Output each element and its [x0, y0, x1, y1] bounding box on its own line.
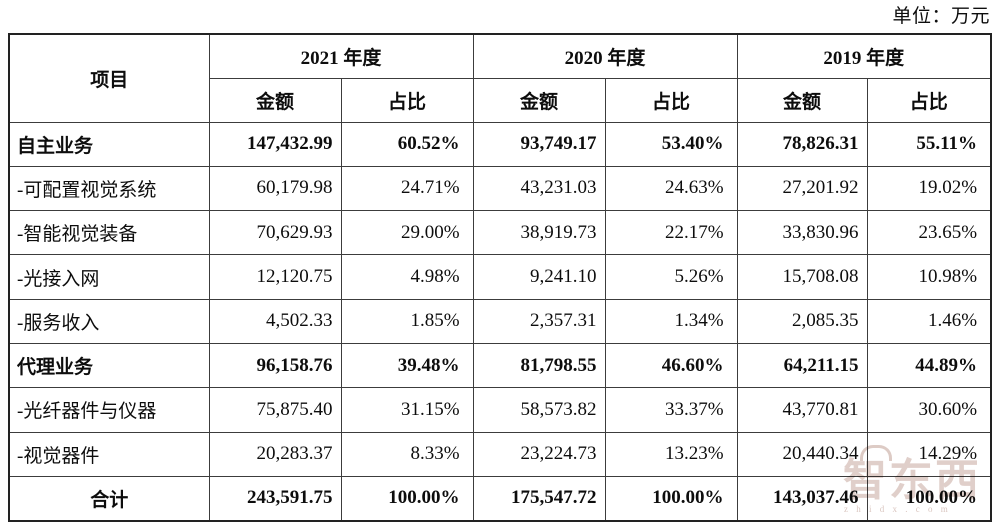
- table-row: -光接入网 12,120.75 4.98% 9,241.10 5.26% 15,708.0…: [8, 254, 992, 300]
- share-cell: 1.34%: [604, 298, 738, 344]
- share-cell: 39.48%: [340, 342, 474, 389]
- table-row: -可配置视觉系统 60,179.98 24.71% 43,231.03 24.63% 27…: [8, 165, 992, 212]
- amount-cell: 58,573.82: [472, 387, 606, 433]
- row-label: -光接入网: [8, 254, 210, 300]
- header-row-subcols: 金额 占比 金额 占比 金额 占比: [9, 77, 992, 123]
- header-year-2021: 2021 年度: [208, 33, 474, 79]
- share-cell: 14.29%: [866, 431, 992, 477]
- amount-cell: 96,158.76: [208, 342, 342, 389]
- total-row: 合计 243,591.75 100.00% 175,547.72 100.00% 143,…: [8, 475, 992, 522]
- amount-cell: 143,037.46: [736, 475, 868, 522]
- amount-cell: 243,591.75: [208, 475, 342, 522]
- revenue-breakdown-table: 项目 2021 年度 2020 年度 2019 年度 金额 占比 金额 占比 金…: [8, 33, 993, 522]
- row-label: -服务收入: [8, 298, 210, 344]
- table-row: -视觉器件 20,283.37 8.33% 23,224.73 13.23% 20,440…: [8, 431, 992, 477]
- share-cell: 30.60%: [866, 387, 992, 433]
- header-share-2019: 占比: [866, 77, 992, 123]
- share-cell: 24.63%: [604, 165, 738, 212]
- amount-cell: 78,826.31: [736, 121, 868, 167]
- share-cell: 1.85%: [340, 298, 474, 344]
- share-cell: 1.46%: [866, 298, 992, 344]
- amount-cell: 93,749.17: [472, 121, 606, 167]
- header-year-2019: 2019 年度: [736, 33, 992, 79]
- amount-cell: 75,875.40: [208, 387, 342, 433]
- share-cell: 46.60%: [604, 342, 738, 389]
- amount-cell: 64,211.15: [736, 342, 868, 389]
- amount-cell: 23,224.73: [472, 431, 606, 477]
- amount-cell: 33,830.96: [736, 210, 868, 256]
- amount-cell: 81,798.55: [472, 342, 606, 389]
- header-share-2021: 占比: [340, 77, 474, 123]
- row-label: -光纤器件与仪器: [8, 387, 210, 433]
- share-cell: 19.02%: [866, 165, 992, 212]
- share-cell: 44.89%: [866, 342, 992, 389]
- share-cell: 23.65%: [866, 210, 992, 256]
- amount-cell: 43,770.81: [736, 387, 868, 433]
- amount-cell: 27,201.92: [736, 165, 868, 212]
- header-amount-2019: 金额: [736, 77, 868, 123]
- table-row: -智能视觉装备 70,629.93 29.00% 38,919.73 22.17% 33,…: [8, 210, 992, 256]
- amount-cell: 15,708.08: [736, 254, 868, 300]
- table-row: 代理业务 96,158.76 39.48% 81,798.55 46.60% 64,211…: [8, 342, 992, 389]
- table-row: -光纤器件与仪器 75,875.40 31.15% 58,573.82 33.37% 43…: [8, 387, 992, 433]
- amount-cell: 70,629.93: [208, 210, 342, 256]
- row-label: -可配置视觉系统: [8, 165, 210, 212]
- share-cell: 24.71%: [340, 165, 474, 212]
- header-item-column: 项目: [8, 33, 210, 123]
- amount-cell: 20,283.37: [208, 431, 342, 477]
- share-cell: 100.00%: [866, 475, 992, 522]
- share-cell: 4.98%: [340, 254, 474, 300]
- share-cell: 100.00%: [340, 475, 474, 522]
- share-cell: 13.23%: [604, 431, 738, 477]
- amount-cell: 4,502.33: [208, 298, 342, 344]
- amount-cell: 38,919.73: [472, 210, 606, 256]
- header-amount-2020: 金额: [472, 77, 606, 123]
- row-label: -视觉器件: [8, 431, 210, 477]
- share-cell: 55.11%: [866, 121, 992, 167]
- unit-label: 单位：万元: [892, 6, 990, 27]
- amount-cell: 60,179.98: [208, 165, 342, 212]
- share-cell: 33.37%: [604, 387, 738, 433]
- header-amount-2021: 金额: [208, 77, 342, 123]
- share-cell: 5.26%: [604, 254, 738, 300]
- amount-cell: 2,085.35: [736, 298, 868, 344]
- share-cell: 31.15%: [340, 387, 474, 433]
- share-cell: 53.40%: [604, 121, 738, 167]
- row-label: -智能视觉装备: [8, 210, 210, 256]
- share-cell: 29.00%: [340, 210, 474, 256]
- header-share-2020: 占比: [604, 77, 738, 123]
- share-cell: 22.17%: [604, 210, 738, 256]
- amount-cell: 43,231.03: [472, 165, 606, 212]
- amount-cell: 147,432.99: [208, 121, 342, 167]
- amount-cell: 9,241.10: [472, 254, 606, 300]
- table-row: -服务收入 4,502.33 1.85% 2,357.31 1.34% 2,085.35 1…: [8, 298, 992, 344]
- amount-cell: 2,357.31: [472, 298, 606, 344]
- row-label: 代理业务: [8, 342, 210, 389]
- share-cell: 60.52%: [340, 121, 474, 167]
- table-row: 自主业务 147,432.99 60.52% 93,749.17 53.40% 78,82…: [8, 121, 992, 167]
- amount-cell: 12,120.75: [208, 254, 342, 300]
- amount-cell: 175,547.72: [472, 475, 606, 522]
- header-row-years: 项目 2021 年度 2020 年度 2019 年度: [8, 33, 992, 123]
- share-cell: 8.33%: [340, 431, 474, 477]
- share-cell: 100.00%: [604, 475, 738, 522]
- row-label: 自主业务: [8, 121, 210, 167]
- header-year-2020: 2020 年度: [472, 33, 738, 79]
- share-cell: 10.98%: [866, 254, 992, 300]
- amount-cell: 20,440.34: [736, 431, 868, 477]
- row-label: 合计: [8, 475, 210, 522]
